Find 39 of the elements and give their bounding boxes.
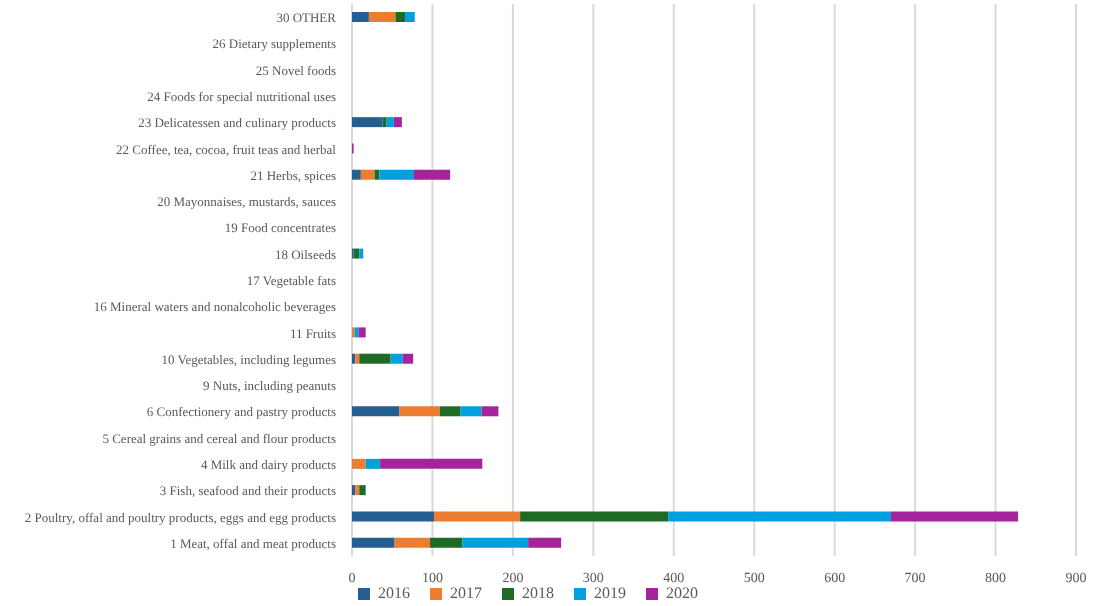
bar bbox=[359, 353, 391, 364]
bar bbox=[352, 537, 395, 548]
bar bbox=[386, 117, 394, 128]
bar bbox=[390, 353, 403, 364]
bar bbox=[481, 406, 499, 417]
legend-label: 2020 bbox=[666, 584, 698, 602]
bar bbox=[352, 458, 366, 469]
bar bbox=[352, 169, 361, 180]
bar bbox=[460, 406, 482, 417]
bar bbox=[359, 485, 366, 496]
bar bbox=[405, 12, 415, 22]
bar bbox=[368, 12, 396, 22]
bar bbox=[402, 353, 414, 364]
legend-label: 2016 bbox=[378, 584, 410, 602]
bar bbox=[352, 511, 435, 522]
bar bbox=[393, 117, 402, 128]
bar bbox=[358, 327, 366, 338]
bar bbox=[462, 537, 529, 548]
bar bbox=[360, 169, 375, 180]
bar bbox=[413, 169, 451, 180]
legend-label: 2017 bbox=[450, 584, 482, 602]
bar bbox=[395, 12, 406, 22]
bar bbox=[380, 458, 483, 469]
bar bbox=[668, 511, 891, 522]
bar bbox=[399, 406, 440, 417]
legend-label: 2018 bbox=[522, 584, 554, 602]
bar bbox=[430, 537, 463, 548]
bar bbox=[528, 537, 562, 548]
bar bbox=[352, 117, 383, 128]
bar bbox=[439, 406, 461, 417]
legend-label: 2019 bbox=[594, 584, 626, 602]
bar bbox=[434, 511, 521, 522]
bar bbox=[352, 406, 400, 417]
bar bbox=[379, 169, 414, 180]
bar bbox=[520, 511, 669, 522]
bar bbox=[365, 458, 381, 469]
bar bbox=[890, 511, 1019, 522]
bar bbox=[352, 12, 369, 22]
bar bbox=[394, 537, 431, 548]
